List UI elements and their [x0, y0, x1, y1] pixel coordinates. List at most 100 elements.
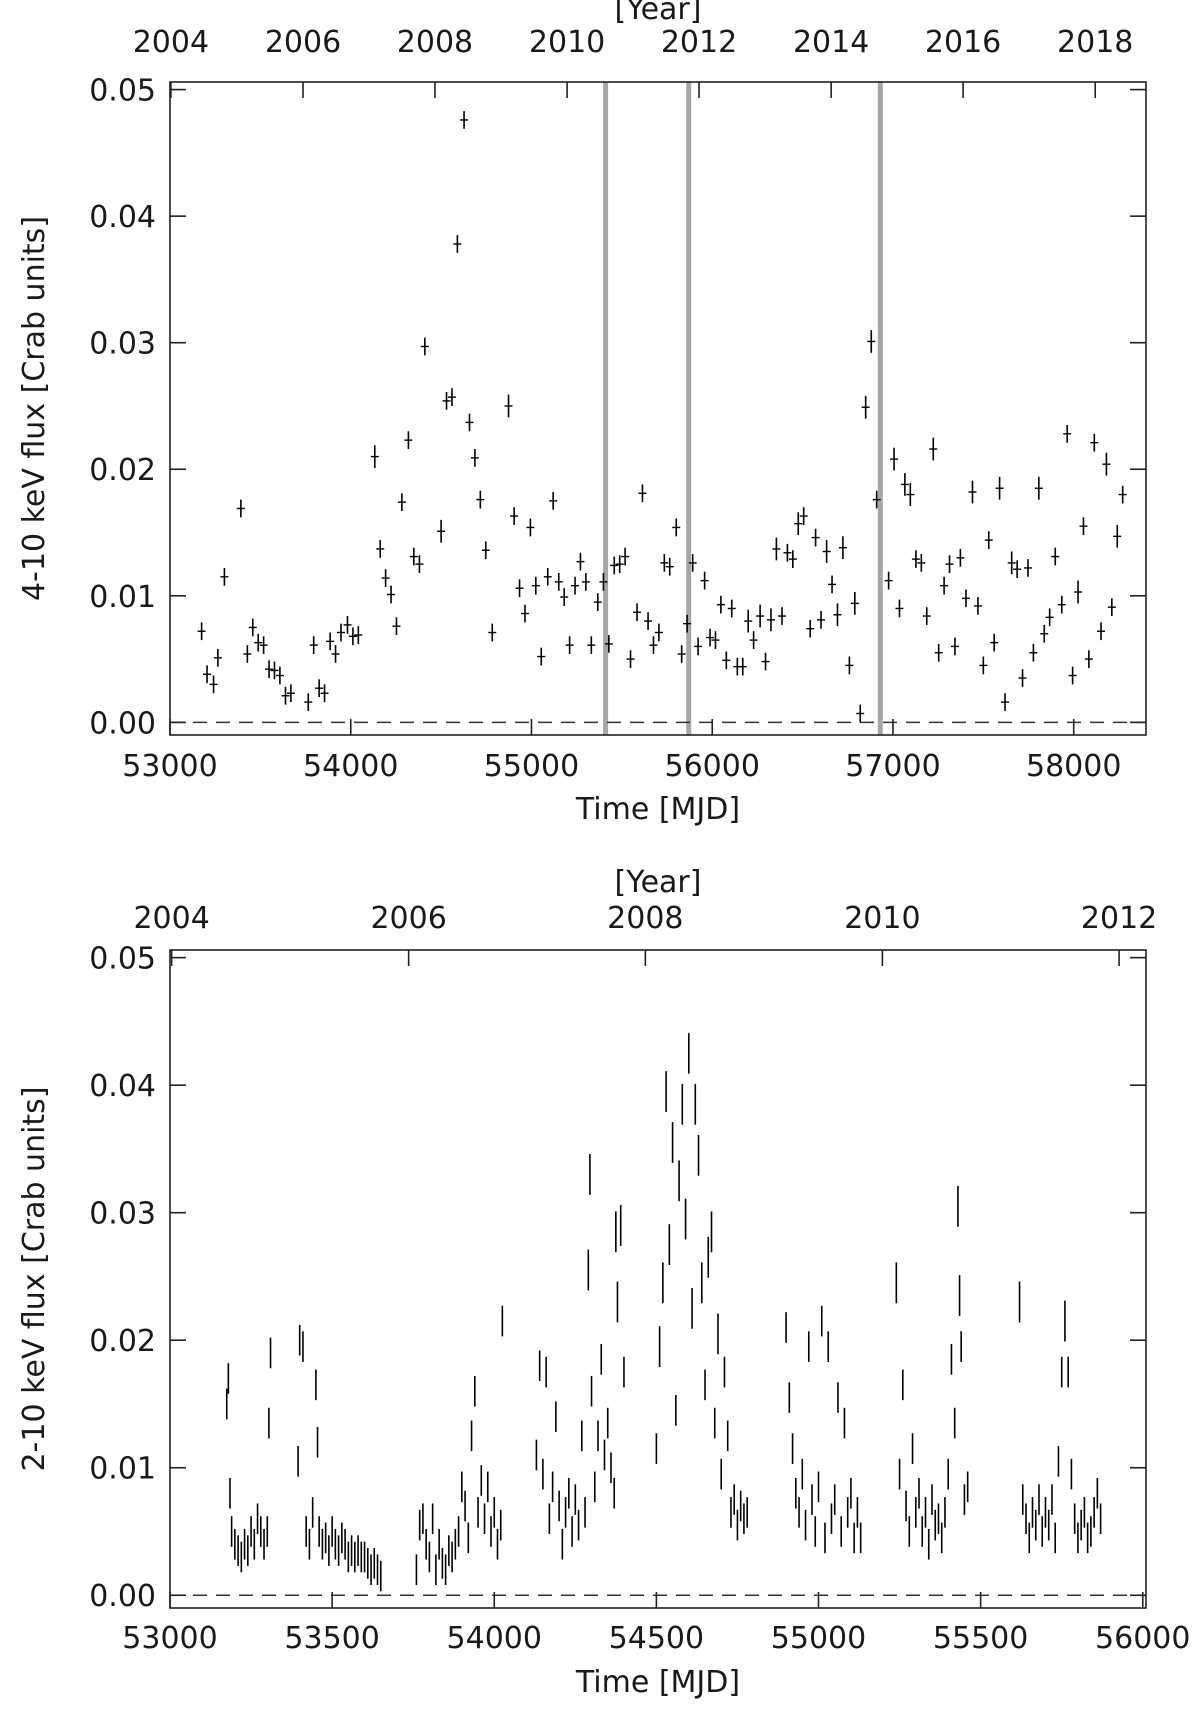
error-bar — [895, 599, 904, 618]
error-bar — [476, 490, 485, 509]
error-bar — [581, 573, 590, 591]
error-bar — [554, 573, 563, 591]
error-bar — [788, 550, 797, 568]
error-bar — [197, 622, 206, 641]
error-bar — [1096, 622, 1105, 641]
error-bar — [537, 647, 546, 666]
error-bar — [576, 552, 585, 571]
error-bar — [420, 337, 429, 356]
y-tick-label: 0.00 — [89, 1579, 156, 1614]
error-bar — [248, 618, 257, 637]
x-tick-label: 58000 — [1026, 749, 1121, 784]
x2-tick-label: 2004 — [133, 25, 209, 60]
error-bar — [1051, 547, 1060, 566]
error-bar — [683, 614, 692, 633]
error-bar — [348, 627, 357, 646]
panel: 0.00 0.01 0.02 0.03 0.04 0.05 53000 53500 54000 5… — [17, 865, 1190, 1700]
error-bar — [243, 645, 252, 663]
error-bar — [1090, 433, 1099, 452]
error-bar — [404, 431, 413, 449]
error-bar — [531, 576, 540, 595]
error-bar — [236, 499, 245, 518]
error-bar — [453, 235, 462, 253]
error-bar — [872, 490, 881, 509]
error-bar — [884, 571, 893, 590]
error-bar — [415, 555, 424, 574]
error-bar — [838, 536, 847, 560]
y-tick-label: 0.02 — [89, 1324, 156, 1359]
error-bar — [392, 617, 401, 636]
error-bar — [906, 483, 915, 506]
error-bar — [633, 603, 642, 622]
error-bar — [934, 643, 943, 662]
error-bar — [286, 684, 295, 703]
x-tick-label: 56000 — [1095, 1621, 1190, 1656]
error-bar — [1068, 666, 1077, 685]
y-axis-label: 4-10 keV flux [Crab units] — [17, 216, 52, 601]
error-bar — [867, 330, 876, 353]
error-bar — [950, 637, 959, 656]
error-bar — [209, 675, 218, 694]
error-bar — [254, 633, 263, 652]
error-bar — [370, 445, 379, 468]
error-bar — [1023, 559, 1032, 577]
error-bar — [856, 704, 865, 723]
error-bar — [270, 661, 279, 680]
error-bar — [806, 619, 815, 638]
error-bar — [766, 608, 775, 632]
y-axis-label: 2-10 keV flux [Crab units] — [17, 1086, 52, 1471]
error-bar — [772, 537, 781, 561]
x-tick-label: 55500 — [933, 1621, 1028, 1656]
error-bar — [1034, 476, 1043, 500]
error-bar — [549, 492, 558, 510]
error-bar — [979, 656, 988, 675]
error-bar — [354, 626, 363, 644]
x-tick-label: 55000 — [771, 1621, 866, 1656]
x2-tick-label: 2008 — [397, 25, 473, 60]
error-bar — [794, 512, 803, 536]
error-bar — [900, 473, 909, 496]
error-bar — [626, 650, 635, 668]
y-tick-label: 0.03 — [89, 327, 156, 362]
error-bar — [917, 554, 926, 572]
error-bar — [644, 612, 653, 630]
x-tick-label: 53000 — [122, 1621, 217, 1656]
error-bar — [460, 111, 469, 129]
y-tick-label: 0.05 — [89, 942, 156, 977]
error-bar — [1045, 608, 1054, 627]
error-bar — [331, 645, 340, 663]
error-bar — [387, 585, 396, 604]
error-bar — [811, 528, 820, 547]
y-tick-label: 0.00 — [89, 706, 156, 741]
x2-tick-label: 2004 — [133, 901, 209, 936]
x-tick-label: 54500 — [609, 1621, 704, 1656]
error-bar — [711, 631, 720, 649]
error-bar — [543, 567, 552, 586]
error-bar — [442, 392, 451, 410]
y-tick-label: 0.04 — [89, 1069, 156, 1104]
error-bar — [1063, 424, 1072, 443]
error-bar — [850, 591, 859, 615]
error-bar — [654, 623, 663, 642]
error-bar — [470, 448, 479, 467]
x-tick-label: 55000 — [484, 749, 579, 784]
x2-tick-label: 2008 — [607, 901, 683, 936]
error-bar — [315, 679, 324, 698]
x-tick-label: 54000 — [447, 1621, 542, 1656]
error-bar — [961, 589, 970, 608]
error-bar — [1040, 624, 1049, 643]
error-bar — [1007, 551, 1016, 575]
error-bar — [326, 632, 335, 651]
error-bar — [336, 623, 345, 642]
error-bar — [990, 633, 999, 652]
error-bar — [995, 476, 1004, 500]
error-bar — [738, 657, 747, 676]
error-bar — [1113, 524, 1122, 548]
error-bar — [783, 543, 792, 562]
y-tick-label: 0.01 — [89, 1452, 156, 1487]
error-bar — [638, 484, 647, 503]
error-bar — [833, 603, 842, 627]
error-bar — [1001, 693, 1010, 711]
